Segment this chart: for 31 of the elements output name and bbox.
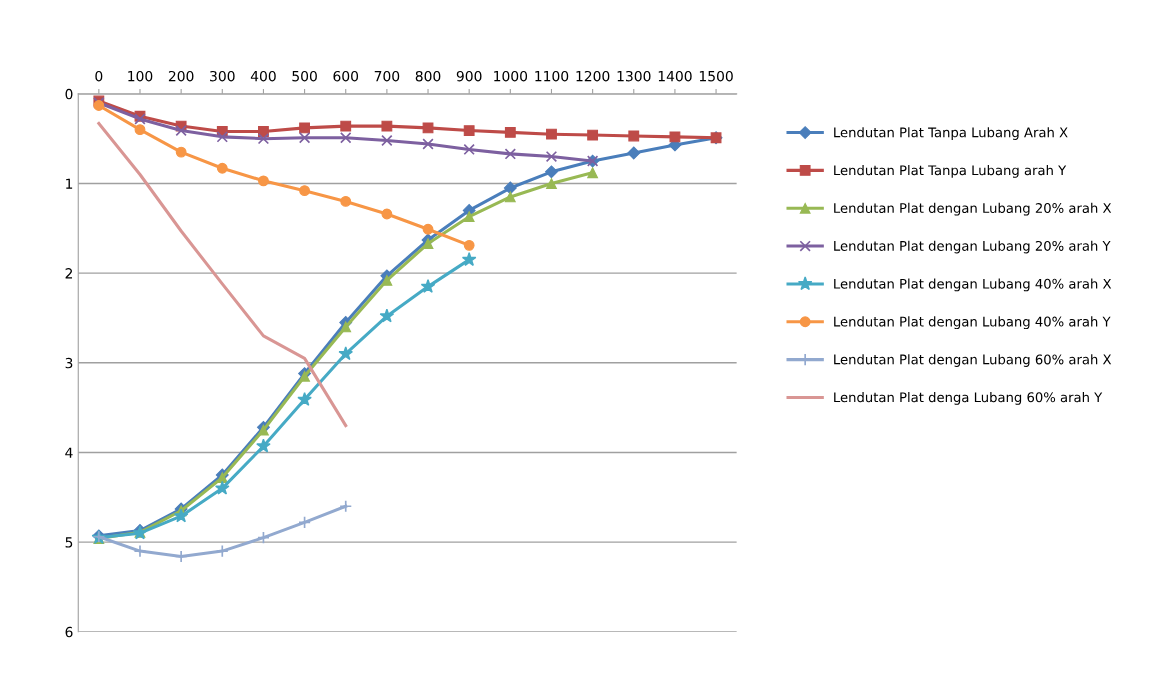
legend-label: Lendutan Plat dengan Lubang 20% arah X — [834, 202, 1112, 216]
legend-label: Lendutan Plat Tanpa Lubang arah Y — [834, 164, 1067, 178]
x-tick-label: 700 — [374, 70, 400, 82]
x-tick-label: 300 — [210, 70, 235, 82]
x-tick-label: 400 — [250, 70, 276, 82]
y-tick-label: 1 — [66, 178, 73, 189]
legend-label: Lendutan Plat dengan Lubang 20% arah Y — [834, 240, 1111, 254]
x-tick-label: 1300 — [617, 70, 651, 82]
y-tick-label: 5 — [65, 537, 73, 548]
x-tick-label: 0 — [95, 70, 103, 82]
legend-label: Lendutan Plat dengan Lubang 40% arah Y — [834, 316, 1111, 330]
x-tick-label: 600 — [333, 70, 359, 82]
y-tick-label: 3 — [65, 357, 73, 369]
x-tick-label: 1500 — [699, 70, 733, 82]
y-tick-label: 0 — [65, 88, 73, 100]
y-tick-label: 6 — [65, 626, 73, 638]
x-tick-label: 1000 — [494, 70, 528, 82]
x-tick-label: 200 — [168, 70, 194, 82]
x-tick-label: 1200 — [576, 70, 610, 82]
x-tick-label: 100 — [128, 70, 153, 82]
legend-label: Lendutan Plat dengan Lubang 60% arah X — [834, 354, 1112, 367]
legend-label: Lendutan Plat denga Lubang 60% arah Y — [834, 392, 1103, 405]
y-tick-label: 4 — [65, 447, 73, 458]
x-tick-label: 900 — [456, 70, 482, 82]
x-tick-label: 1400 — [658, 70, 692, 82]
x-tick-label: 800 — [415, 70, 441, 82]
y-tick-label: 2 — [65, 268, 73, 279]
x-tick-label: 500 — [292, 70, 317, 82]
x-tick-label: 1100 — [535, 70, 569, 82]
legend-label: Lendutan Plat dengan Lubang 40% arah X — [834, 278, 1112, 292]
legend-label: Lendutan Plat Tanpa Lubang Arah X — [834, 127, 1068, 140]
